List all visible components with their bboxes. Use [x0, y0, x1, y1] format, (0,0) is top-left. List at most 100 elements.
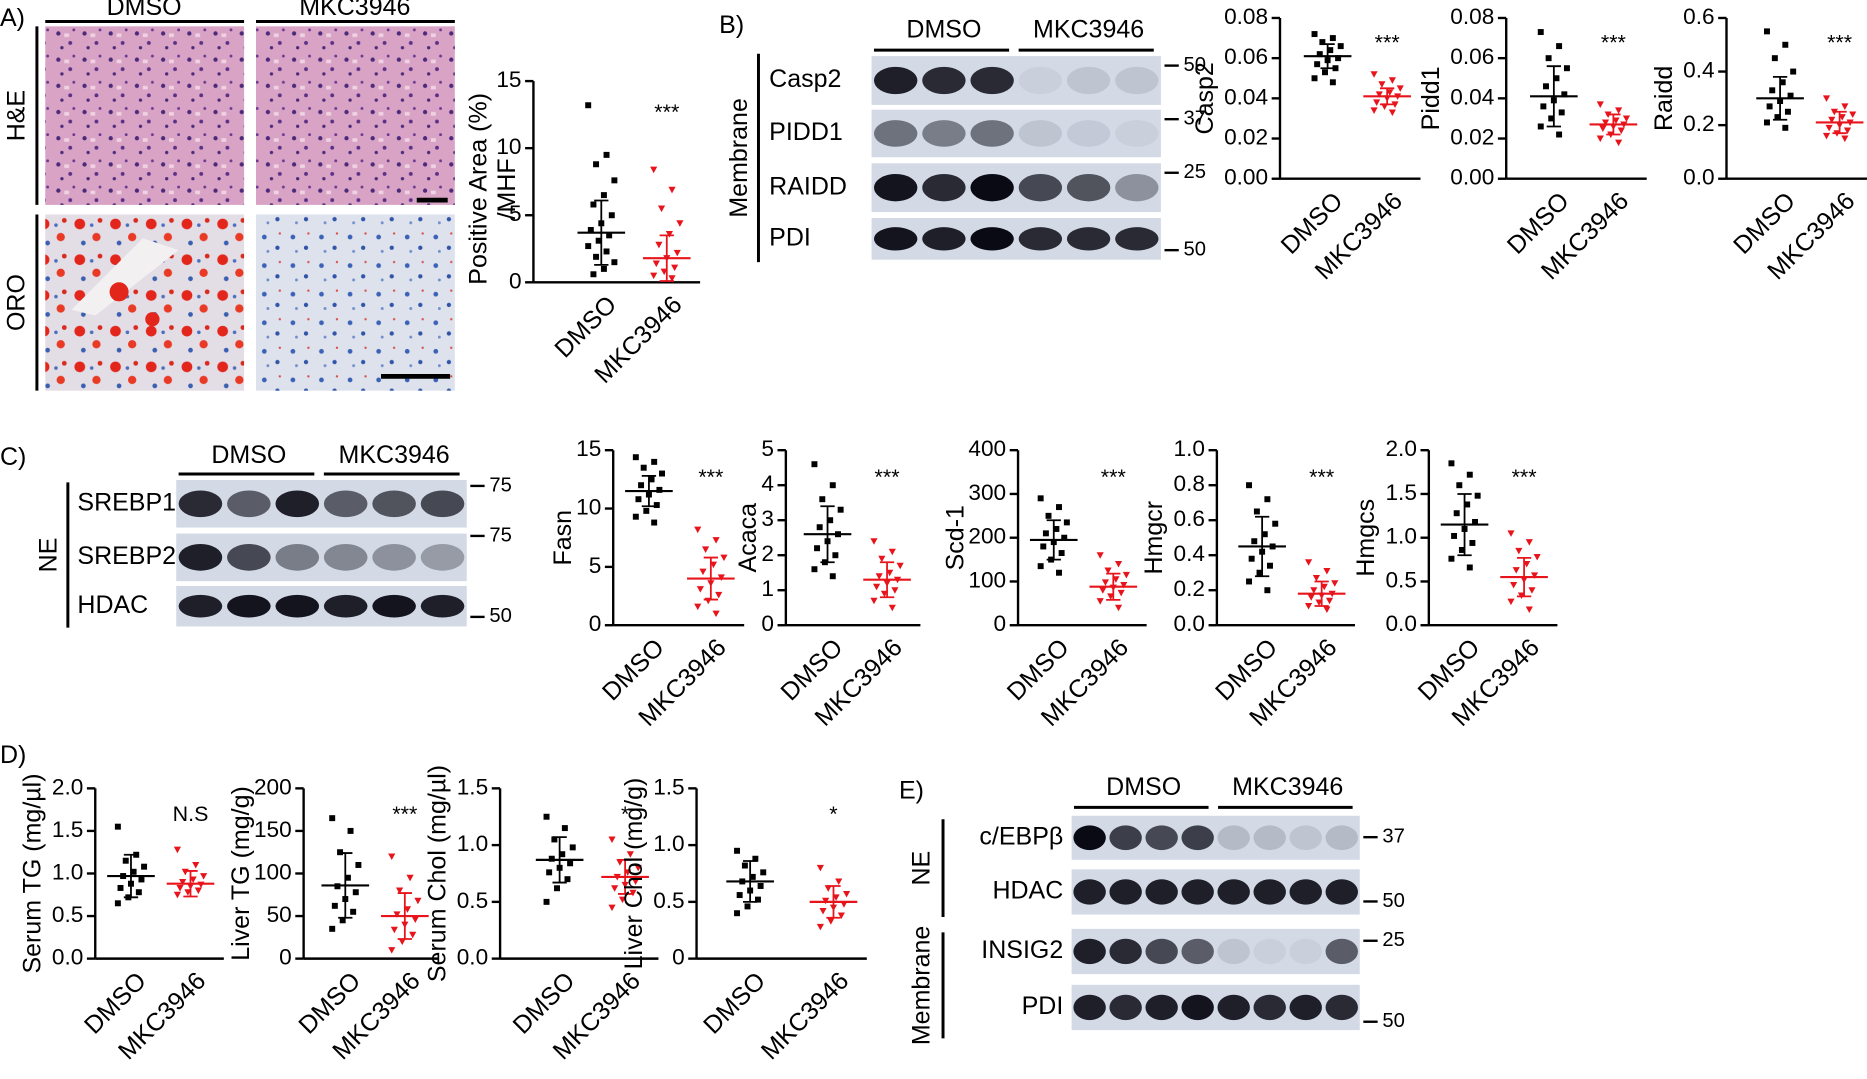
y-tick-label: 0.0	[1174, 611, 1205, 636]
band	[1181, 938, 1214, 965]
data-point	[712, 537, 720, 544]
data-point	[1122, 571, 1130, 579]
y-tick-label: 0	[509, 268, 522, 293]
data-point	[1764, 28, 1770, 35]
band	[275, 544, 320, 571]
band	[275, 490, 320, 518]
data-point	[1261, 531, 1268, 538]
data-point	[1370, 107, 1378, 114]
group-label: DMSO	[1106, 773, 1181, 801]
y-tick-label: 0.4	[1683, 58, 1714, 83]
data-point	[1596, 135, 1604, 143]
band	[970, 173, 1014, 202]
group-label: MKC3946	[1033, 16, 1144, 44]
y-tick-label: 0.5	[457, 888, 488, 913]
y-tick-label: 0.5	[52, 902, 83, 927]
he-dmso-image	[45, 26, 245, 205]
data-point	[1771, 55, 1778, 62]
sd-bar	[820, 505, 835, 564]
data-point	[1556, 43, 1563, 50]
data-point	[1553, 75, 1560, 82]
y-axis-label: Hmgcr	[1140, 501, 1168, 575]
significance: ***	[1601, 30, 1626, 54]
band	[922, 173, 966, 202]
mw-label: 75	[489, 524, 512, 546]
sd-bar	[1772, 76, 1788, 121]
data-point	[611, 259, 618, 266]
sd-bar	[397, 892, 412, 940]
band	[1115, 227, 1159, 251]
band	[1145, 938, 1178, 965]
data-point	[344, 874, 351, 881]
y-tick-label: 0	[994, 611, 1007, 636]
y-axis-label: Casp2	[1191, 62, 1219, 134]
y-tick-label: 0.0	[1385, 611, 1416, 636]
data-point	[760, 869, 767, 876]
data-point	[1617, 127, 1625, 135]
data-point	[546, 869, 553, 876]
data-point	[650, 272, 658, 280]
mw-label: 50	[489, 605, 512, 627]
data-point	[755, 896, 761, 903]
data-point	[816, 923, 824, 931]
data-point	[1388, 109, 1396, 116]
data-point	[1537, 29, 1544, 36]
y-tick-label: 10	[576, 495, 601, 520]
band	[1073, 879, 1106, 905]
data-point	[1375, 91, 1383, 98]
data-point	[135, 889, 142, 896]
data-point	[606, 232, 613, 239]
y-tick-label: 0.08	[1224, 4, 1268, 29]
data-point	[829, 482, 836, 489]
data-point	[652, 260, 660, 268]
y-tick-label: 0.02	[1224, 125, 1268, 150]
data-point	[1558, 109, 1565, 116]
data-point	[1510, 581, 1518, 589]
data-point	[1256, 569, 1263, 576]
group-label: DMSO	[211, 441, 286, 469]
data-point	[194, 887, 202, 895]
data-point	[331, 902, 338, 909]
data-point	[543, 813, 550, 820]
data-point	[1327, 47, 1334, 54]
data-point	[651, 458, 658, 465]
data-point	[749, 873, 756, 880]
data-point	[1096, 552, 1104, 559]
data-point	[873, 583, 881, 591]
data-point	[1822, 95, 1831, 102]
data-point	[1331, 580, 1339, 587]
data-point	[824, 885, 832, 892]
band	[323, 544, 368, 571]
data-point	[741, 862, 748, 869]
data-point	[896, 562, 904, 570]
blot-strip	[871, 56, 1161, 105]
sd-bar	[742, 860, 758, 903]
data-point	[651, 519, 658, 526]
data-point	[673, 249, 681, 257]
band	[873, 120, 918, 147]
data-point	[393, 911, 401, 918]
data-point	[1530, 572, 1539, 579]
y-tick-label: 0.2	[1174, 576, 1205, 601]
data-point	[200, 873, 208, 880]
mw-label: 50	[1382, 890, 1405, 912]
data-point	[390, 926, 398, 934]
data-point	[736, 892, 743, 899]
data-point	[173, 891, 181, 899]
y-tick-label: 0.4	[1174, 541, 1205, 566]
sd-bar	[1106, 572, 1121, 601]
data-point	[1533, 553, 1541, 561]
sd-bar	[1606, 113, 1621, 136]
band	[1325, 938, 1358, 965]
y-tick-label: 0.04	[1224, 84, 1268, 109]
y-tick-label: 0.8	[1174, 471, 1205, 496]
y-tick-label: 0.06	[1224, 44, 1268, 69]
data-point	[1448, 460, 1455, 467]
data-point	[1246, 482, 1253, 489]
band	[1066, 173, 1111, 202]
significance: ***	[1827, 30, 1852, 54]
data-point	[1784, 108, 1791, 115]
data-point	[811, 566, 818, 573]
